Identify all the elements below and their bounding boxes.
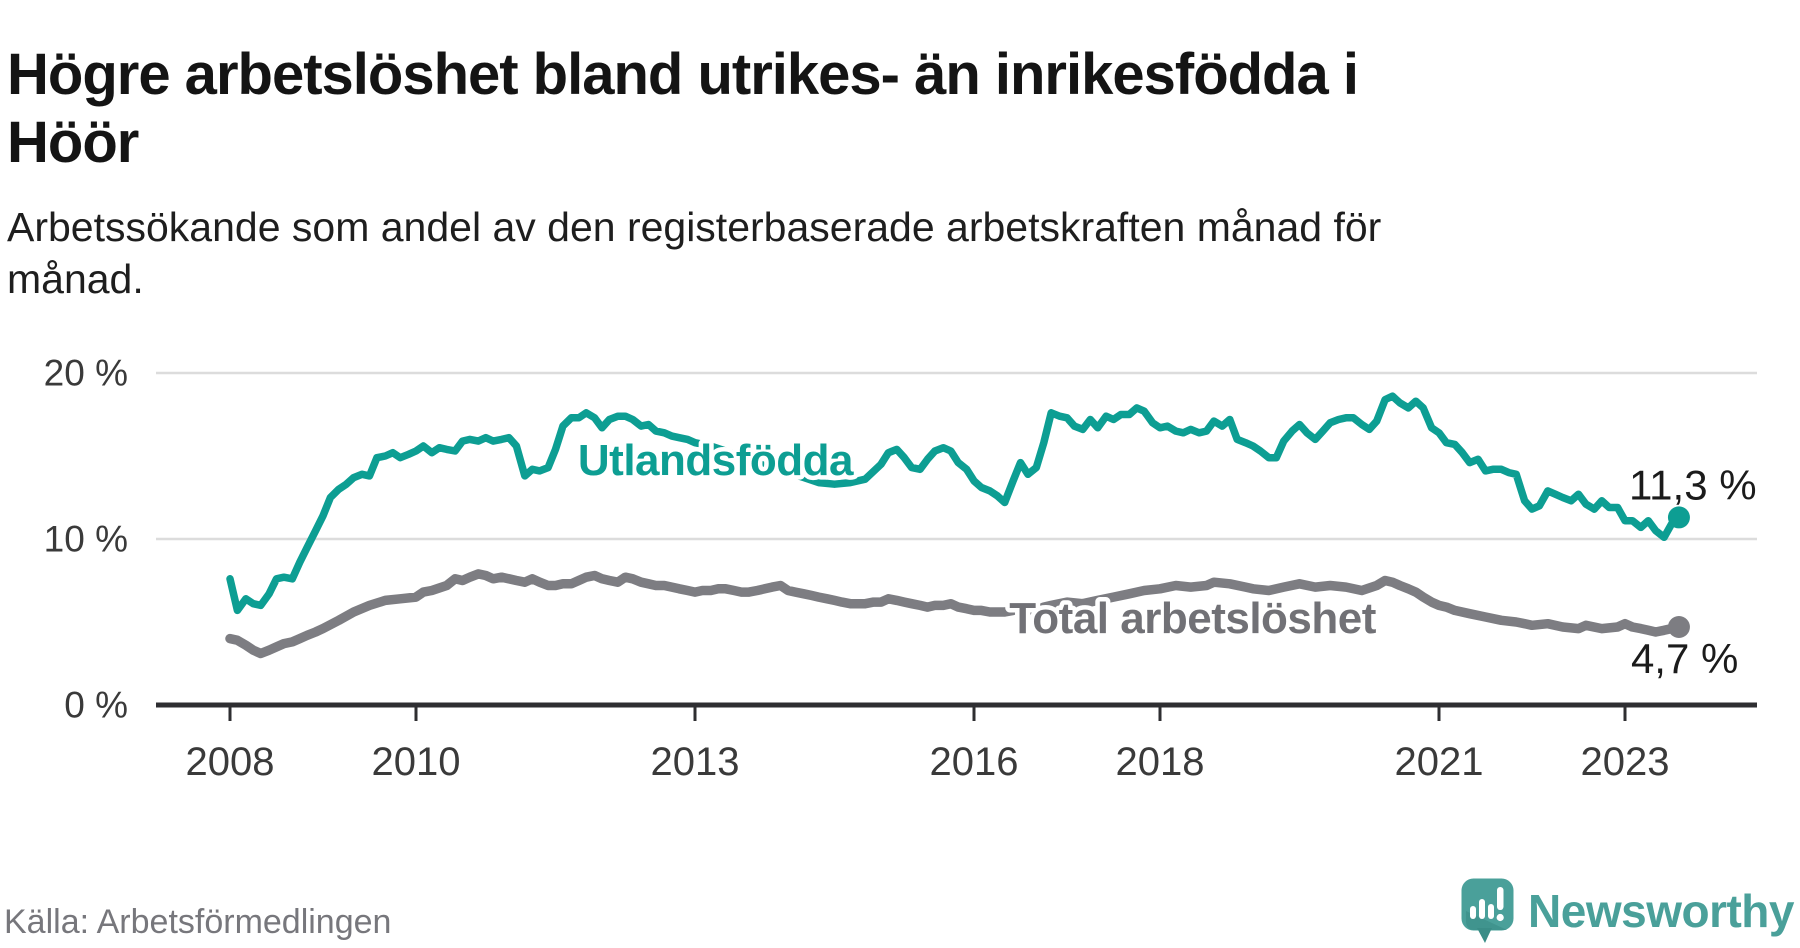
series-label: Utlandsfödda [578,436,854,485]
logo-bar-icon [1488,904,1495,919]
x-axis-label: 2013 [651,740,740,784]
x-axis-label: 2018 [1116,740,1205,784]
page-title-line1: Högre arbetslöshet bland utrikes- än inr… [7,41,1359,107]
newsworthy-wordmark: Newsworthy [1528,885,1794,937]
x-axis-label: 2021 [1395,740,1484,784]
newsworthy-logo: Newsworthy [1461,878,1794,944]
series-end-value: 11,3 % [1629,461,1757,508]
x-axis-label: 2008 [186,740,275,784]
unemployment-line-chart: 0 % 10 % 20 % 2008 2010 2013 2016 2018 2021 2023 T… [44,353,1757,784]
logo-exclamation-dot [1496,913,1504,922]
x-axis-label: 2016 [930,740,1019,784]
logo-bar-icon [1470,906,1477,919]
series-line-utlandsfodda [226,392,1683,615]
chart-subtitle: Arbetssökande som andel av den registerb… [7,204,1382,302]
series-end-dot [1667,506,1690,529]
logo-tail [1477,928,1493,943]
logo-shade [1466,911,1508,930]
logo-bar-icon [1479,899,1486,919]
page-title: Högre arbetslöshet bland utrikes- än inr… [7,41,1787,177]
series-end-value: 4,7 % [1631,635,1738,682]
x-axis-label: 2023 [1581,740,1670,784]
page-title-line2: Höör [7,109,139,175]
newsworthy-logo-icon [1461,878,1514,943]
series-end-dot [1667,615,1690,638]
y-axis-label: 20 % [44,353,128,394]
series-line-total [225,569,1684,659]
logo-exclamation-icon [1497,887,1504,910]
source-label: Källa: Arbetsförmedlingen [4,903,392,941]
y-axis-label: 0 % [64,685,128,726]
x-axis-label: 2010 [372,740,461,784]
series-label: Total arbetslöshet [1009,594,1377,643]
y-axis-label: 10 % [44,519,128,560]
